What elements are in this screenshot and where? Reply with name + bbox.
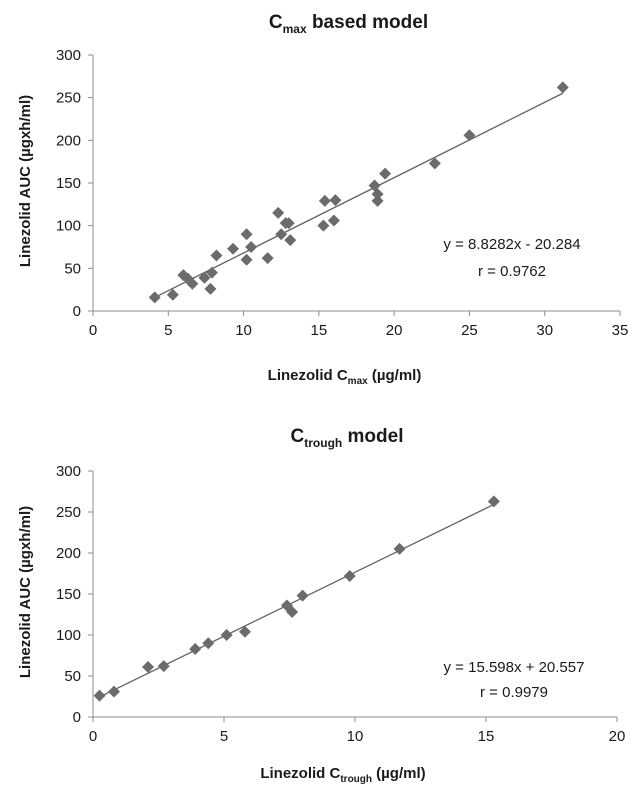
chart-title-subscript: max bbox=[283, 22, 307, 36]
x-tick-label: 0 bbox=[89, 728, 97, 745]
data-point bbox=[282, 217, 295, 230]
data-point bbox=[327, 214, 340, 227]
x-tick-label: 20 bbox=[609, 728, 626, 745]
data-point bbox=[189, 642, 202, 655]
x-axis-title: Linezolid Ctrough (µg/ml) bbox=[260, 765, 425, 785]
data-point bbox=[275, 228, 288, 241]
chart-title-rest: based model bbox=[307, 12, 428, 33]
y-tick-label: 300 bbox=[56, 463, 81, 480]
x-tick-label: 10 bbox=[235, 322, 252, 339]
x-tick-label: 15 bbox=[311, 322, 328, 339]
y-tick-label: 150 bbox=[56, 175, 81, 192]
y-tick-label: 0 bbox=[73, 709, 81, 726]
data-point bbox=[393, 542, 406, 555]
x-tick-label: 5 bbox=[220, 728, 228, 745]
data-point bbox=[245, 241, 258, 253]
data-point bbox=[261, 252, 274, 265]
data-point bbox=[107, 685, 120, 698]
chart-title: Ctrough model bbox=[291, 426, 404, 450]
data-point bbox=[371, 194, 384, 207]
data-point bbox=[238, 625, 251, 638]
data-point bbox=[487, 495, 500, 508]
data-point bbox=[220, 629, 233, 641]
data-point bbox=[284, 234, 297, 247]
y-tick-label: 250 bbox=[56, 90, 81, 107]
data-point bbox=[227, 242, 240, 255]
y-tick-label: 0 bbox=[73, 303, 81, 320]
x-tick-label: 30 bbox=[536, 322, 553, 339]
chart-title: Cmax based model bbox=[269, 12, 428, 36]
data-point bbox=[142, 660, 155, 673]
data-point bbox=[272, 206, 285, 219]
chart-title-main: C bbox=[269, 12, 283, 33]
data-point bbox=[202, 637, 215, 650]
data-point bbox=[318, 194, 331, 207]
regression-equation: y = 8.8282x - 20.284 bbox=[443, 236, 580, 253]
data-point bbox=[343, 569, 356, 582]
data-point bbox=[205, 266, 218, 279]
y-axis-title: Linezolid AUC (µgxh/ml) bbox=[17, 95, 34, 267]
data-point bbox=[157, 660, 170, 673]
x-tick-label: 35 bbox=[612, 322, 629, 339]
x-tick-label: 0 bbox=[89, 322, 97, 339]
y-axis-title: Linezolid AUC (µgxh/ml) bbox=[17, 506, 34, 678]
y-tick-label: 250 bbox=[56, 504, 81, 521]
y-tick-label: 100 bbox=[56, 218, 81, 235]
data-point bbox=[556, 81, 569, 94]
y-tick-label: 50 bbox=[64, 260, 81, 277]
chart-title-rest: model bbox=[342, 426, 403, 447]
y-tick-label: 100 bbox=[56, 627, 81, 644]
data-point bbox=[148, 291, 161, 304]
x-tick-label: 5 bbox=[164, 322, 172, 339]
data-point bbox=[296, 589, 309, 602]
chart-2: Ctrough model 0 50 100 150 200 250 300 0 5 10 15 20 L… bbox=[17, 426, 625, 785]
y-tick-label: 200 bbox=[56, 132, 81, 149]
y-tick-label: 300 bbox=[56, 47, 81, 64]
data-point bbox=[379, 167, 392, 180]
data-point bbox=[371, 188, 384, 201]
data-point bbox=[428, 157, 441, 170]
y-tick-label: 150 bbox=[56, 586, 81, 603]
x-tick-label: 20 bbox=[386, 322, 403, 339]
x-axis-title-subscript: trough bbox=[340, 774, 372, 785]
correlation-coefficient: r = 0.9979 bbox=[480, 684, 548, 701]
data-point bbox=[186, 277, 199, 290]
x-tick-label: 10 bbox=[347, 728, 364, 745]
data-point bbox=[204, 282, 217, 295]
data-point bbox=[240, 228, 253, 241]
x-axis-title: Linezolid Cmax (µg/ml) bbox=[268, 367, 422, 387]
chart-1: Cmax based model 0 50 100 150 200 250 300 0 5 10 15… bbox=[17, 12, 628, 387]
data-point bbox=[286, 606, 299, 619]
x-axis-title-main: Linezolid C bbox=[268, 367, 348, 384]
x-axis-title-rest: (µg/ml) bbox=[372, 765, 426, 782]
data-point bbox=[463, 129, 476, 142]
trendline bbox=[152, 92, 564, 299]
data-point bbox=[166, 288, 179, 301]
x-axis-title-subscript: max bbox=[348, 376, 368, 387]
x-tick-label: 15 bbox=[478, 728, 495, 745]
x-axis-title-rest: (µg/ml) bbox=[368, 367, 422, 384]
regression-equation: y = 15.598x + 20.557 bbox=[444, 659, 585, 676]
data-point bbox=[210, 249, 223, 262]
correlation-coefficient: r = 0.9762 bbox=[478, 263, 546, 280]
chart-title-subscript: trough bbox=[304, 436, 342, 450]
trendline bbox=[99, 503, 495, 698]
data-point bbox=[198, 271, 211, 284]
y-tick-label: 50 bbox=[64, 668, 81, 685]
data-point bbox=[317, 219, 330, 232]
x-axis-title-main: Linezolid C bbox=[260, 765, 340, 782]
y-tick-label: 200 bbox=[56, 545, 81, 562]
data-point bbox=[329, 194, 342, 207]
data-point bbox=[240, 253, 253, 266]
x-tick-label: 25 bbox=[461, 322, 478, 339]
chart-title-main: C bbox=[291, 426, 305, 447]
data-point bbox=[93, 689, 106, 702]
